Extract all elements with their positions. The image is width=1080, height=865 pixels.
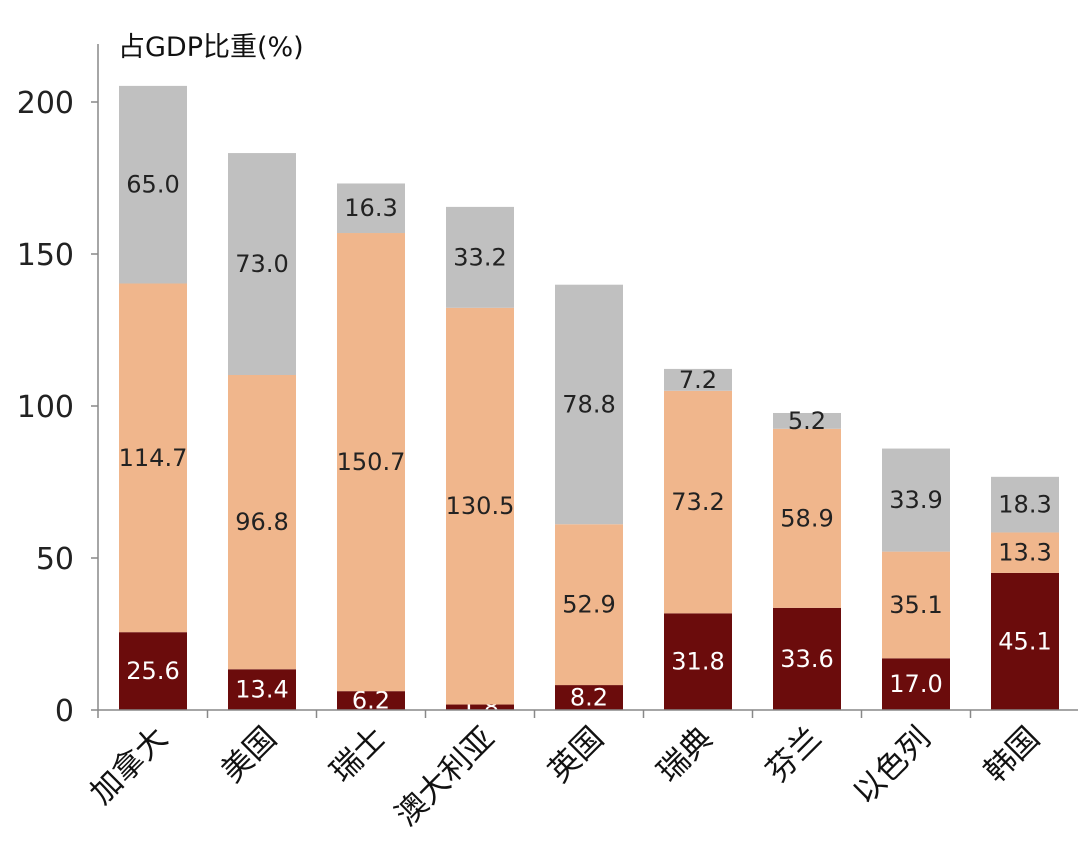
y-tick-label: 100 xyxy=(17,390,74,425)
x-tick-label: 瑞士 xyxy=(323,720,392,789)
bar-segment xyxy=(991,532,1059,573)
bar-segment xyxy=(882,551,950,659)
x-tick-label: 英国 xyxy=(541,720,610,789)
y-axis-label: 占GDP比重(%) xyxy=(118,32,304,63)
data-label: 18.3 xyxy=(998,491,1051,519)
bar-segment xyxy=(119,283,187,633)
x-tick-label: 瑞典 xyxy=(650,720,719,789)
bar-segment xyxy=(228,153,296,375)
bar-segment xyxy=(337,183,405,234)
bar-segment xyxy=(773,607,841,710)
data-label: 8.2 xyxy=(570,684,608,712)
data-label: 33.2 xyxy=(453,243,506,271)
bar-stack: 8.2 52.9 78.8 xyxy=(555,284,623,712)
x-tick-label: 以色列 xyxy=(846,720,937,811)
bar-segment xyxy=(337,233,405,692)
data-label: 35.1 xyxy=(889,591,942,619)
bar-segment xyxy=(446,307,514,705)
y-tick-label: 150 xyxy=(17,238,74,273)
data-label: 13.3 xyxy=(998,539,1051,567)
bar-segment xyxy=(555,284,623,525)
bar-stack: 33.6 58.9 5.2 xyxy=(773,407,841,710)
bar-segment xyxy=(119,632,187,710)
bar-segment xyxy=(446,206,514,308)
bar-segment xyxy=(664,368,732,391)
bar-segment xyxy=(882,448,950,552)
bar-segment xyxy=(119,85,187,284)
bar-stack: 31.8 73.2 7.2 xyxy=(664,366,732,710)
bar-segment xyxy=(446,704,514,710)
bar-stack: 25.6 114.7 65.0 xyxy=(119,85,188,710)
data-label: 78.8 xyxy=(562,390,615,418)
data-label: 16.3 xyxy=(344,194,397,222)
bar-segment xyxy=(773,428,841,608)
bar-segment xyxy=(228,374,296,670)
x-tick-label: 芬兰 xyxy=(759,720,828,789)
bar-segment xyxy=(555,685,623,710)
y-tick-label: 200 xyxy=(17,86,74,121)
x-tick-label: 美国 xyxy=(214,720,283,789)
data-label: 33.6 xyxy=(780,645,833,673)
data-label: 5.2 xyxy=(788,407,826,435)
data-label: 150.7 xyxy=(337,448,406,476)
bar-segment xyxy=(555,524,623,686)
data-label: 13.4 xyxy=(235,676,288,704)
bar-stack: 45.1 13.3 18.3 xyxy=(991,476,1059,710)
bar-segment xyxy=(773,412,841,429)
data-label: 130.5 xyxy=(446,492,515,520)
x-tick-label: 加拿大 xyxy=(83,720,174,811)
data-label: 114.7 xyxy=(119,444,188,472)
data-label: 96.8 xyxy=(235,508,288,536)
data-label: 17.0 xyxy=(889,670,942,698)
y-tick-label: 50 xyxy=(36,542,74,577)
y-tick-label: 0 xyxy=(55,694,74,729)
data-label: 25.6 xyxy=(126,657,179,685)
bar-stack: 17.0 35.1 33.9 xyxy=(882,448,950,710)
x-tick-label: 韩国 xyxy=(977,720,1046,789)
bar-stack: 13.4 96.8 73.0 xyxy=(228,153,296,710)
x-tick-label: 澳大利亚 xyxy=(389,720,502,833)
bar-segment xyxy=(228,669,296,710)
data-label: 45.1 xyxy=(998,627,1051,655)
bars: 25.6114.765.013.496.873.06.2150.716.31.8… xyxy=(119,85,1059,721)
data-label: 52.9 xyxy=(562,591,615,619)
bar-segment xyxy=(991,476,1059,533)
bar-segment xyxy=(991,572,1059,710)
data-label: 73.0 xyxy=(235,250,288,278)
bar-segment xyxy=(882,658,950,710)
bar-segment xyxy=(664,390,732,614)
bar-segment xyxy=(664,613,732,710)
data-label: 7.2 xyxy=(679,366,717,394)
data-label: 58.9 xyxy=(780,504,833,532)
data-label: 33.9 xyxy=(889,486,942,514)
y-axis: 0 50 100 150 200 xyxy=(17,44,99,729)
data-label: 73.2 xyxy=(671,488,724,516)
bar-segment xyxy=(337,691,405,710)
data-label: 65.0 xyxy=(126,171,179,199)
data-label: 31.8 xyxy=(671,648,724,676)
